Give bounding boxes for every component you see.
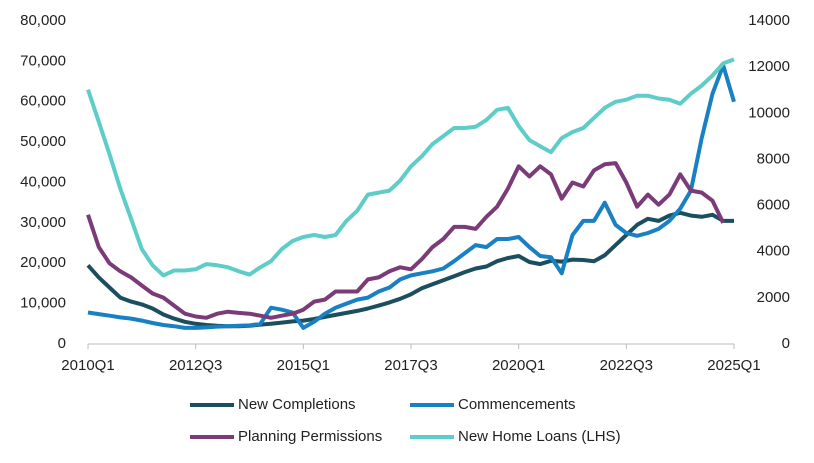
y2-tick-label: 2000 xyxy=(757,289,790,306)
legend-label: New Home Loans (LHS) xyxy=(458,428,621,445)
y-tick-label: 10,000 xyxy=(20,295,66,312)
y-tick-label: 80,000 xyxy=(20,12,66,29)
legend-label: Planning Permissions xyxy=(238,428,382,445)
y2-tick-label: 4000 xyxy=(757,243,790,260)
y-tick-label: 60,000 xyxy=(20,93,66,110)
y-tick-label: 70,000 xyxy=(20,52,66,69)
y2-tick-label: 10000 xyxy=(748,104,790,121)
legend-label: New Completions xyxy=(238,396,356,413)
x-tick-label: 2017Q3 xyxy=(384,357,437,374)
x-tick-label: 2012Q3 xyxy=(169,357,222,374)
y-tick-label: 50,000 xyxy=(20,133,66,150)
x-tick-label: 2010Q1 xyxy=(61,357,114,374)
y-tick-label: 30,000 xyxy=(20,214,66,231)
x-tick-label: 2015Q1 xyxy=(277,357,330,374)
y-tick-label: 20,000 xyxy=(20,254,66,271)
y-tick-label: 0 xyxy=(58,335,66,352)
x-tick-label: 2020Q1 xyxy=(492,357,545,374)
y-tick-label: 40,000 xyxy=(20,173,66,190)
series-line xyxy=(86,57,735,278)
y2-tick-label: 14000 xyxy=(748,12,790,29)
x-tick-label: 2025Q1 xyxy=(707,357,760,374)
series-line xyxy=(87,63,736,330)
y2-tick-label: 0 xyxy=(782,335,790,352)
y2-tick-label: 8000 xyxy=(757,150,790,167)
y2-tick-label: 12000 xyxy=(748,58,790,75)
series-line xyxy=(86,161,726,320)
x-tick-label: 2022Q3 xyxy=(600,357,653,374)
y2-tick-label: 6000 xyxy=(757,197,790,214)
legend-label: Commencements xyxy=(458,396,576,413)
